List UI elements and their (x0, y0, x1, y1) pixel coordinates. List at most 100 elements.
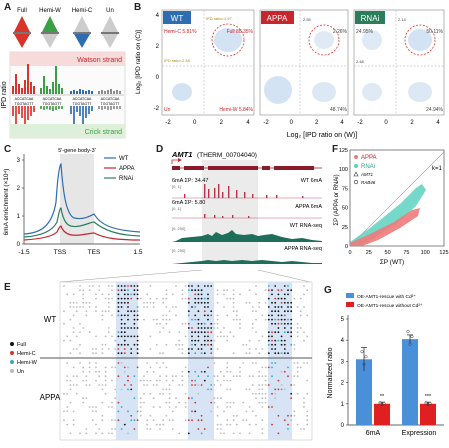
wt-methyl-dot (136, 348, 139, 350)
appa-cloud (350, 208, 420, 246)
wt-methyl-dot (197, 331, 200, 334)
appa-methyl-dot (226, 379, 229, 382)
appa-methyl-dot (287, 375, 289, 378)
wt-methyl-dot (210, 314, 213, 317)
appa-methyl-dot (114, 388, 117, 391)
wt-methyl-dot (203, 314, 206, 317)
appa-methyl-dot (123, 423, 126, 426)
wt-methyl-dot (107, 348, 110, 350)
ipd-ratio-axis-label: IPD ratio (1, 81, 8, 108)
appa-methyl-dot (146, 384, 149, 386)
wt-methyl-dot (197, 301, 200, 304)
g-data-point (364, 355, 368, 359)
rnai-threshold-x: 2.14 (398, 17, 407, 22)
appa-methyl-dot (287, 428, 289, 430)
wt-methyl-dot (104, 310, 107, 313)
wt-methyl-dot (117, 310, 120, 313)
appa-methyl-dot (290, 419, 293, 422)
appa-methyl-dot (130, 419, 133, 422)
wt-methyl-dot (280, 289, 283, 292)
appa-methyl-dot (95, 370, 97, 373)
track-appa-rna-range: [0, 250] (172, 248, 185, 253)
appa-methyl-dot (175, 397, 177, 400)
wt-methyl-dot (133, 343, 136, 346)
ipd-bar-up (104, 91, 106, 94)
wt-methyl-dot (101, 318, 104, 321)
wt-methyl-dot (232, 335, 235, 338)
wt-methyl-dot (162, 327, 165, 329)
ipd-bar-down (82, 106, 84, 124)
ipd-bar-down (70, 106, 72, 114)
appa-methyl-dot (258, 375, 261, 378)
wt-methyl-dot (184, 285, 187, 287)
g-legend: OE-AMT1-rescue with Cd²⁺ OE-AMT1-rescue … (346, 293, 423, 309)
appa-methyl-dot (127, 379, 129, 382)
g-ytick: 1 (341, 402, 345, 408)
wt-6mA-peak (214, 188, 216, 198)
wt-methyl-dot (255, 285, 257, 287)
wt-methyl-dot (207, 314, 209, 317)
panel-f-figure: ΣP (APPA or RNAi) ΣP (WT) k=1 00 25 25 50 50… (334, 148, 449, 266)
wt-methyl-dot (207, 318, 209, 321)
wt-methyl-dot (287, 331, 289, 334)
wt-methyl-dot (283, 310, 286, 313)
appa-methyl-dot (162, 392, 165, 395)
wt-methyl-dot (277, 314, 280, 317)
wt-methyl-dot (299, 314, 302, 317)
wt-methyl-dot (258, 301, 261, 304)
appa-methyl-dot (232, 375, 235, 378)
g-significance: ** (380, 394, 385, 400)
appa-methyl-dot (165, 388, 168, 391)
appa-methyl-dot (88, 384, 91, 386)
appa-methyl-dot (299, 366, 302, 369)
g-ytick: 5 (341, 317, 345, 323)
wt-methyl-dot (85, 314, 88, 317)
wt-methyl-dot (130, 310, 133, 313)
wt-methyl-dot (127, 318, 129, 321)
wt-methyl-dot (63, 322, 65, 325)
c-legend: WT APPA RNAi (104, 156, 135, 182)
c-xtick-3: 1.5 (133, 249, 142, 256)
appa-methyl-dot (200, 384, 203, 386)
wt-methyl-dot (133, 322, 136, 325)
appa-methyl-dot (111, 432, 113, 435)
wt-methyl-dot (72, 306, 75, 308)
wt-methyl-dot (88, 289, 91, 292)
wt-6mA-peak (236, 190, 238, 198)
wt-methyl-dot (123, 289, 126, 292)
wt-methyl-dot (274, 331, 277, 334)
wt-methyl-dot (194, 339, 197, 342)
f-xtick: 75 (403, 250, 409, 256)
wt-methyl-dot (264, 289, 267, 292)
c-xtick-0: -1.5 (18, 249, 30, 256)
wt-methyl-dot (258, 306, 261, 308)
appa-methyl-dot (296, 423, 299, 426)
wt-methyl-dot (117, 293, 120, 296)
e-highlight-3 (268, 282, 292, 440)
appa-methyl-dot (274, 362, 277, 364)
appa-methyl-dot (82, 370, 85, 373)
wt-methyl-dot (191, 348, 193, 350)
appa-methyl-dot (171, 375, 174, 378)
wt-methyl-dot (120, 322, 123, 325)
appa-methyl-dot (111, 379, 113, 382)
wt-methyl-dot (287, 301, 289, 304)
g-bar (420, 403, 436, 425)
appa-methyl-dot (216, 423, 219, 426)
appa-methyl-dot (165, 414, 168, 417)
b-xtick: 2 (220, 120, 224, 126)
wt-methyl-dot (187, 322, 190, 325)
wt-methyl-dot (303, 331, 305, 334)
appa-methyl-dot (104, 392, 107, 395)
wt-methyl-dot (210, 331, 213, 334)
wt-methyl-dot (104, 335, 107, 338)
appa-methyl-dot (191, 419, 193, 422)
appa-methyl-dot (75, 392, 78, 395)
wt-methyl-dot (200, 327, 203, 329)
wt-methyl-dot (226, 339, 229, 342)
wt-methyl-dot (296, 331, 299, 334)
appa-methyl-dot (85, 375, 88, 378)
appa-methyl-dot (159, 375, 161, 378)
appa-methyl-dot (216, 406, 219, 408)
wt-methyl-dot (194, 301, 197, 304)
